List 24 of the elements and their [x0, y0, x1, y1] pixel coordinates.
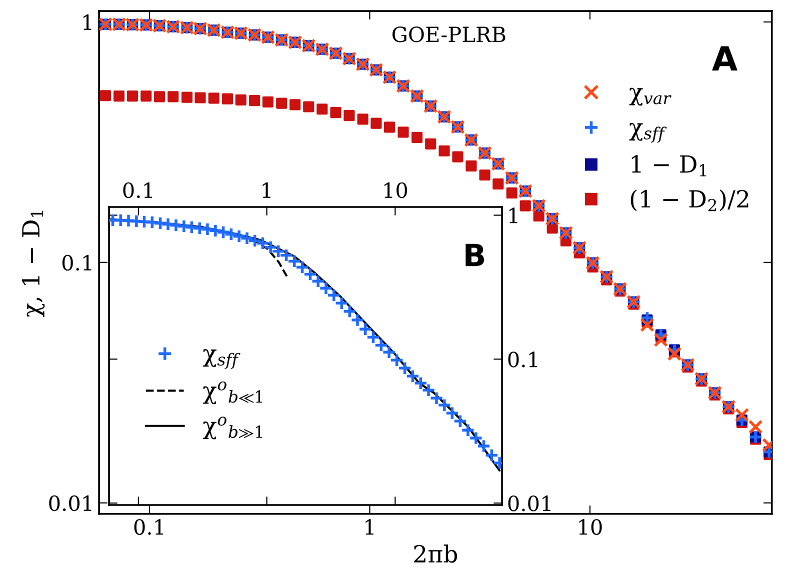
legend-label: 1 − D$_{1}$	[632, 155, 706, 176]
legend-label: χ$_{sff}$	[629, 122, 667, 143]
x-tick-label: 1	[262, 182, 270, 198]
y-tick-label: 0.1	[508, 352, 538, 368]
x-tick-label: 1	[366, 519, 374, 535]
y-tick-label: 0.01	[508, 496, 550, 512]
x-axis-title: 2πb	[414, 544, 458, 563]
x-tick-label: 10	[579, 519, 602, 535]
legend-label: χ$^{o}$$_{b≫1}$	[202, 416, 262, 440]
x-tick-label: 0.1	[134, 519, 164, 535]
y-tick-label: 1	[83, 14, 92, 30]
x-tick-label: 0.1	[123, 182, 152, 198]
y-tick-label: 1	[509, 208, 518, 224]
y-tick-label: 0.01	[49, 495, 92, 512]
legend-label: χ$_{sff}$	[202, 349, 240, 369]
y-axis-title: χ, 1 − D$_{1}$	[22, 210, 45, 317]
legend-label: (1 − D$_{2}$)/2	[630, 189, 748, 212]
annotation: B	[466, 244, 484, 266]
annotation: GOE-PLRB	[392, 26, 506, 42]
legend-label: χ$^{o}$$_{b≪1}$	[202, 381, 262, 404]
y-tick-label: 0.1	[62, 254, 92, 271]
x-tick-label: 10	[384, 182, 408, 198]
annotation: A	[712, 46, 738, 71]
legend-label: χ$_{var}$	[629, 88, 672, 106]
